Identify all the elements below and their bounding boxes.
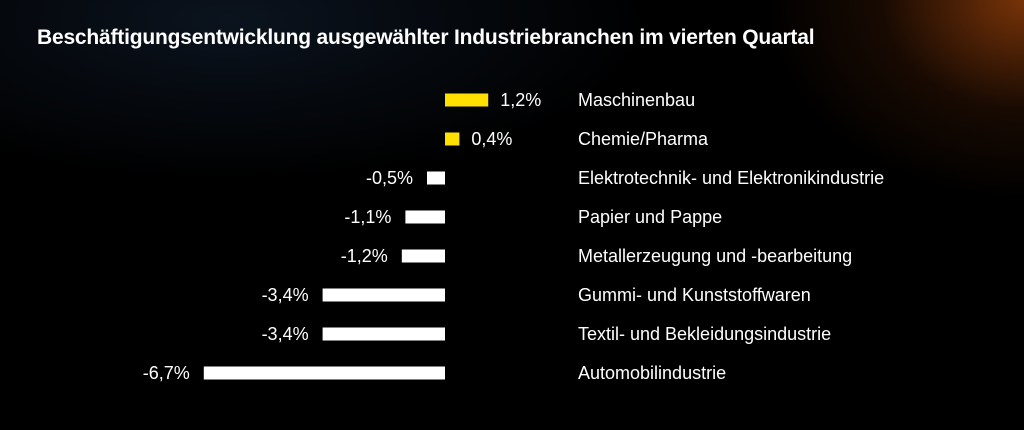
bar [322, 288, 445, 302]
category-label: Chemie/Pharma [578, 129, 709, 149]
data-label: 0,4% [471, 129, 512, 149]
bar [203, 366, 445, 380]
bar [322, 327, 445, 341]
category-label: Gummi- und Kunststoffwaren [578, 285, 811, 305]
category-label: Papier und Pappe [578, 207, 722, 227]
bar [445, 132, 460, 146]
data-label: -1,1% [344, 207, 391, 227]
bar [401, 249, 445, 263]
data-label: -0,5% [366, 168, 413, 188]
category-label: Automobilindustrie [578, 363, 726, 383]
data-label: -3,4% [262, 285, 309, 305]
category-label: Maschinenbau [578, 90, 695, 110]
category-label: Elektrotechnik- und Elektronikindustrie [578, 168, 884, 188]
bar [405, 210, 445, 224]
data-label: -1,2% [341, 246, 388, 266]
data-label: 1,2% [500, 90, 541, 110]
bar [445, 93, 489, 107]
data-label: -3,4% [262, 324, 309, 344]
category-label: Textil- und Bekleidungsindustrie [578, 324, 831, 344]
category-label: Metallerzeugung und -bearbeitung [578, 246, 852, 266]
bar [427, 171, 445, 185]
chart-title: Beschäftigungsentwicklung ausgewählter I… [37, 26, 815, 49]
data-label: -6,7% [143, 363, 190, 383]
